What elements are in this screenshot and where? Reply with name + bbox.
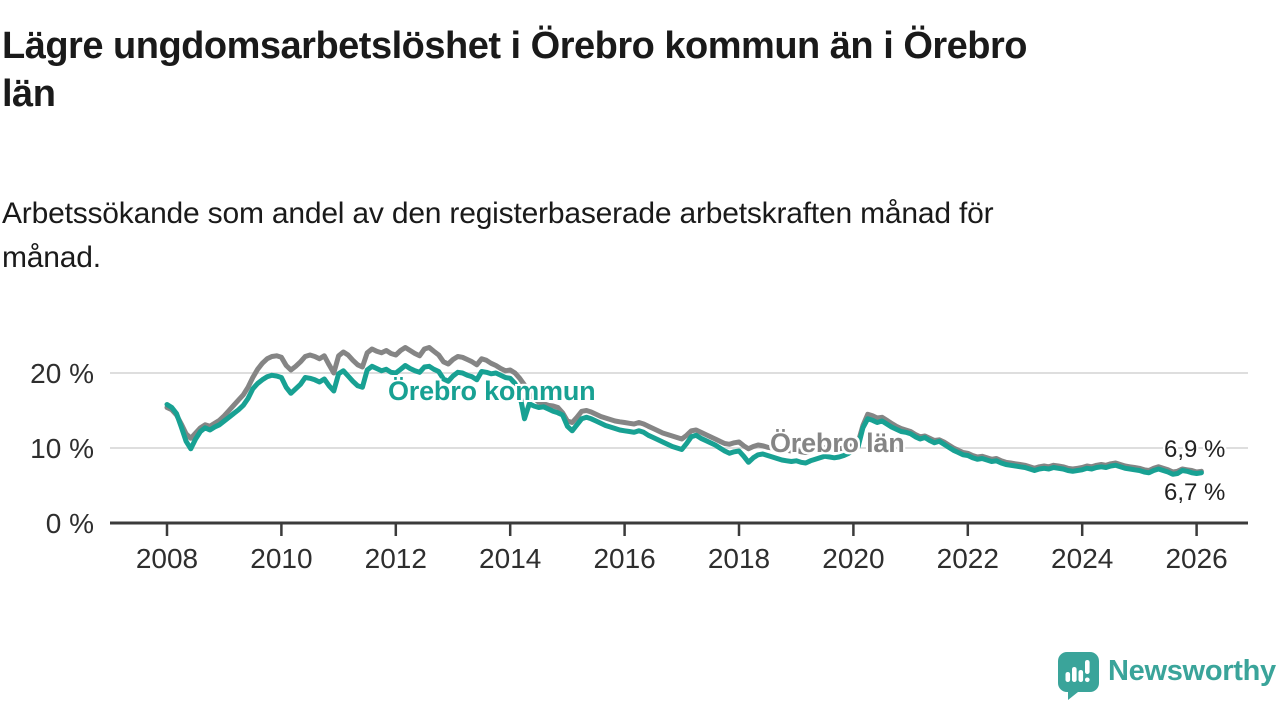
x-tick-label: 2020: [822, 543, 884, 574]
speech-bubble-bar-chart-icon: [1058, 652, 1099, 700]
page-title: Lägre ungdomsarbetslöshet i Örebro kommu…: [2, 25, 1028, 115]
x-tick-label: 2010: [250, 543, 312, 574]
x-tick-label: 2026: [1165, 543, 1227, 574]
chart-subtitle: Arbetssökande som andel av den registerb…: [2, 197, 994, 274]
newsworthy-wordmark: Newsworthy: [1108, 655, 1276, 687]
x-tick-label: 2018: [708, 543, 770, 574]
x-tick-label: 2014: [479, 543, 541, 574]
x-tick-label: 2008: [136, 543, 198, 574]
end-value-label-orebro-kommun: 6,7 %: [1164, 479, 1226, 506]
series-label-orebro-lan: Örebro län: [770, 428, 905, 458]
end-value-label-orebro-lan: 6,9 %: [1164, 436, 1226, 463]
newsworthy-logo: Newsworthy: [1058, 652, 1276, 702]
y-tick-label: 0 %: [46, 508, 94, 539]
y-tick-label: 10 %: [30, 433, 94, 464]
series-label-orebro-kommun: Örebro kommun: [388, 376, 596, 406]
x-tick-label: 2024: [1051, 543, 1113, 574]
series-line--rebro-l-n: [164, 345, 1204, 475]
series-line--rebro-kommun: [164, 363, 1204, 477]
x-tick-label: 2012: [365, 543, 427, 574]
y-tick-label: 20 %: [30, 358, 94, 389]
x-tick-label: 2016: [593, 543, 655, 574]
x-tick-label: 2022: [937, 543, 999, 574]
